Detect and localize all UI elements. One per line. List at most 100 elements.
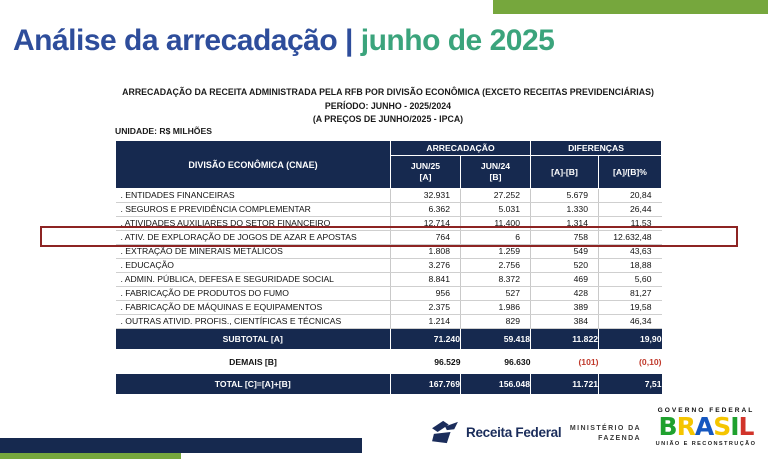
value-cell: 758 (530, 230, 599, 245)
table-row: . EXTRAÇÃO DE MINERAIS METÁLICOS 1.808 1.2… (115, 244, 662, 259)
header-col-jun24-line1: JUN/24 (480, 161, 511, 171)
value-cell: 27.252 (460, 188, 531, 203)
title-accent: junho de 2025 (352, 24, 555, 57)
division-label: . ADMIN. PÚBLICA, DEFESA E SEGURIDADE SO… (115, 272, 391, 287)
gov-brand-letter: B (658, 412, 678, 441)
value-cell: 81,27 (598, 286, 662, 301)
receita-federal-label: Receita Federal (466, 424, 562, 440)
table-row: . FABRICAÇÃO DE PRODUTOS DO FUMO 956 527 42… (115, 286, 662, 301)
value-cell: 11,53 (598, 216, 662, 231)
value-cell: 12.632,48 (598, 230, 662, 245)
governo-federal-logo: GOVERNO FEDERAL BRASIL UNIÃO E RECONSTRU… (650, 407, 762, 447)
value-cell: 3.276 (390, 258, 461, 273)
header-group-row: DIVISÃO ECONÔMICA (CNAE) ARRECADAÇÃO DIF… (115, 140, 662, 189)
table-row: . SEGUROS E PREVIDÊNCIA COMPLEMENTAR 6.36… (115, 202, 662, 217)
value-cell: 43,63 (598, 244, 662, 259)
value-cell: 1.986 (460, 300, 531, 315)
ministerio-line-2: FAZENDA (598, 434, 641, 442)
value-cell: 520 (530, 258, 599, 273)
value-cell: 764 (390, 230, 461, 245)
value-cell: 5,60 (598, 272, 662, 287)
total-jun24: 156.048 (460, 374, 531, 394)
value-cell: 1.314 (530, 216, 599, 231)
value-cell: 5.031 (460, 202, 531, 217)
demais-diff: (101) (530, 353, 599, 370)
demais-row: DEMAIS [B] 96.529 96.630 (101) (0,10) (115, 353, 662, 370)
division-label: . ATIVIDADES AUXILIARES DO SETOR FINANCE… (115, 216, 391, 231)
header-col-diff: [A]-[B] (530, 155, 599, 189)
subtotal-label: SUBTOTAL [A] (115, 328, 391, 349)
value-cell: 20,84 (598, 188, 662, 203)
header-col-jun25-line1: JUN/25 (410, 161, 441, 171)
demais-label: DEMAIS [B] (115, 353, 391, 370)
gov-brand-letter: L (738, 412, 755, 441)
value-cell: 829 (460, 314, 531, 329)
table-row: . OUTRAS ATIVID. PROFIS., CIENTÍFICAS E … (115, 314, 662, 329)
value-cell: 46,34 (598, 314, 662, 329)
total-pct: 7,51 (598, 374, 662, 394)
title-main: Análise da arrecadação | (13, 24, 353, 57)
division-label: . EXTRAÇÃO DE MINERAIS METÁLICOS (115, 244, 391, 259)
header-col-pct: [A]/[B]% (598, 155, 662, 189)
value-cell: 6 (460, 230, 531, 245)
heading-line-3: (A PREÇOS DE JUNHO/2025 - IPCA) (312, 114, 464, 124)
total-label: TOTAL [C]=[A]+[B] (115, 374, 391, 394)
ministerio-line-1: MINISTÉRIO DA (569, 425, 641, 432)
demais-pct: (0,10) (598, 353, 662, 370)
table-header: DIVISÃO ECONÔMICA (CNAE) ARRECADAÇÃO DIF… (115, 140, 662, 189)
table-summary: SUBTOTAL [A] 71.240 59.418 11.822 19,90 … (115, 328, 662, 394)
subtotal-diff: 11.822 (530, 328, 599, 349)
gov-brasil-wordmark: BRASIL (650, 414, 762, 440)
unit-label: UNIDADE: R$ MILHÕES (115, 126, 212, 136)
header-col-jun25: JUN/25 [A] (390, 155, 461, 189)
value-cell: 8.372 (460, 272, 531, 287)
value-cell: 1.330 (530, 202, 599, 217)
value-cell: 469 (530, 272, 599, 287)
value-cell: 527 (460, 286, 531, 301)
gov-brand-letter: S (713, 412, 731, 441)
total-jun25: 167.769 (390, 374, 461, 394)
uniao-reconstrucao-label: UNIÃO E RECONSTRUÇÃO (655, 441, 757, 447)
value-cell: 26,44 (598, 202, 662, 217)
value-cell: 1.214 (390, 314, 461, 329)
table-row: . FABRICAÇÃO DE MÁQUINAS E EQUIPAMENTOS 2… (115, 300, 662, 315)
subtotal-jun25: 71.240 (390, 328, 461, 349)
header-col-jun24-line2: [B] (489, 172, 502, 182)
top-green-bar (493, 0, 768, 14)
total-row: TOTAL [C]=[A]+[B] 167.769 156.048 11.721… (115, 374, 662, 394)
value-cell: 1.259 (460, 244, 531, 259)
value-cell: 18,88 (598, 258, 662, 273)
receita-federal-logo: Receita Federal (430, 420, 562, 444)
ministerio-fazenda-label: MINISTÉRIO DA FAZENDA (553, 424, 641, 443)
gov-brand-letter: A (694, 412, 714, 441)
subtotal-row: SUBTOTAL [A] 71.240 59.418 11.822 19,90 (115, 328, 662, 349)
heading-line-2: PERÍODO: JUNHO - 2025/2024 (324, 100, 452, 111)
revenue-table: DIVISÃO ECONÔMICA (CNAE) ARRECADAÇÃO DIF… (115, 140, 662, 394)
header-col-jun24: JUN/24 [B] (460, 155, 531, 189)
value-cell: 11.400 (460, 216, 531, 231)
gov-brand-letter: R (676, 412, 696, 441)
division-label: . FABRICAÇÃO DE PRODUTOS DO FUMO (115, 286, 391, 301)
division-label: . FABRICAÇÃO DE MÁQUINAS E EQUIPAMENTOS (115, 300, 391, 315)
subtotal-jun24: 59.418 (460, 328, 531, 349)
page-title: Análise da arrecadação | junho de 2025 (13, 24, 555, 58)
division-label: . OUTRAS ATIVID. PROFIS., CIENTÍFICAS E … (115, 314, 391, 329)
subtotal-pct: 19,90 (598, 328, 662, 349)
table-row: . ADMIN. PÚBLICA, DEFESA E SEGURIDADE SO… (115, 272, 662, 287)
value-cell: 12.714 (390, 216, 461, 231)
value-cell: 428 (530, 286, 599, 301)
value-cell: 2.756 (460, 258, 531, 273)
row-spacer (115, 370, 662, 374)
header-group-arrecadacao: ARRECADAÇÃO (390, 140, 531, 156)
value-cell: 1.808 (390, 244, 461, 259)
value-cell: 32.931 (390, 188, 461, 203)
value-cell: 6.362 (390, 202, 461, 217)
header-division: DIVISÃO ECONÔMICA (CNAE) (115, 140, 391, 189)
value-cell: 19,58 (598, 300, 662, 315)
gov-brand-letter: I (730, 412, 739, 441)
table-row: . ENTIDADES FINANCEIRAS 32.931 27.252 5.679… (115, 188, 662, 203)
value-cell: 384 (530, 314, 599, 329)
receita-federal-icon (432, 420, 458, 444)
table-heading: ARRECADAÇÃO DA RECEITA ADMINISTRADA PELA… (80, 86, 696, 127)
division-label: . SEGUROS E PREVIDÊNCIA COMPLEMENTAR (115, 202, 391, 217)
